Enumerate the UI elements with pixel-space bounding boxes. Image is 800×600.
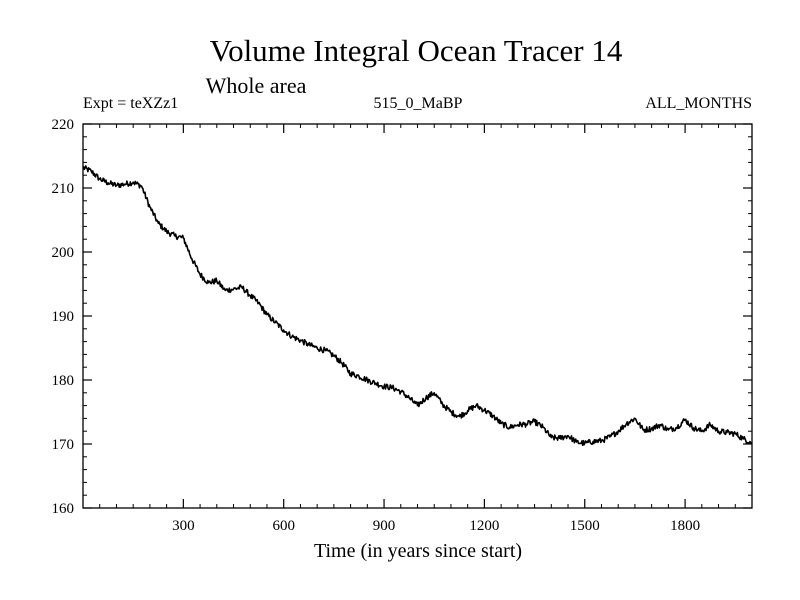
plot-area: 300 600 900 1200 1500 1800 160 170 180 190 200 210 2… [52,117,753,534]
y-tick-label: 200 [52,245,75,261]
plot-frame [82,123,753,509]
x-tick-label: 600 [272,518,295,534]
experiment-label: Expt = teXZz1 [83,95,178,112]
x-axis-label: Time (in years since start) [314,540,522,562]
x-tick-label: 1500 [570,518,600,534]
x-tick-label: 1200 [469,518,499,534]
y-tick-label: 210 [52,181,75,197]
y-tick-label: 160 [52,501,75,517]
center-label: 515_0_MaBP [374,95,463,112]
y-tick-label: 170 [52,437,75,453]
y-tick-label: 180 [52,373,75,389]
chart-subtitle: Whole area [206,73,307,98]
x-tick-label: 1800 [670,518,700,534]
series-line [82,165,753,447]
x-tick-label: 300 [172,518,195,534]
right-label: ALL_MONTHS [645,95,752,112]
y-tick-label: 220 [52,117,75,133]
x-tick-label: 900 [373,518,396,534]
y-tick-label: 190 [52,309,75,325]
chart-title: Volume Integral Ocean Tracer 14 [210,33,623,68]
